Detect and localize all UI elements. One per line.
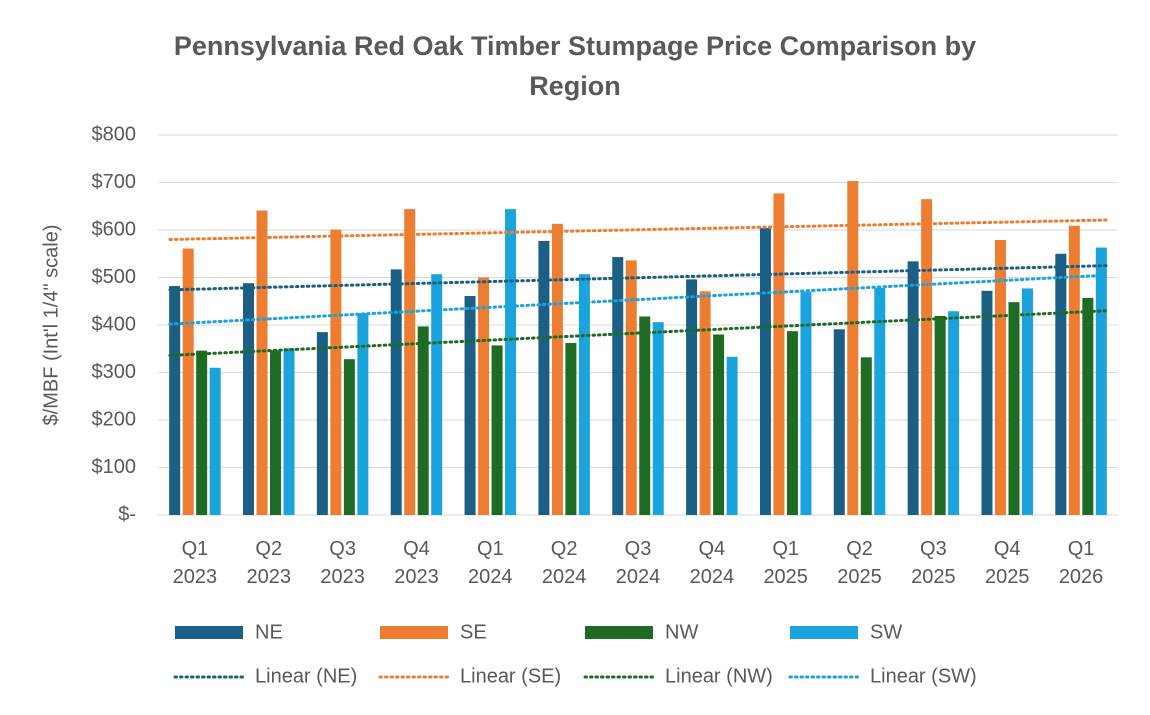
bar xyxy=(1055,253,1067,515)
bar xyxy=(1021,288,1033,515)
legend-label: NW xyxy=(665,621,698,643)
x-tick-label: Q3 2023 xyxy=(320,538,365,588)
bar xyxy=(1008,302,1020,515)
x-tick-label: Q1 2025 xyxy=(763,538,808,588)
x-tick-label: Q3 2025 xyxy=(911,538,956,588)
bar xyxy=(907,261,919,515)
legend-label: SE xyxy=(460,621,487,643)
trendline xyxy=(168,218,1108,241)
x-tick-label: Q4 2024 xyxy=(689,538,735,588)
bar xyxy=(182,248,194,515)
x-tick-label: Q1 2026 xyxy=(1058,538,1104,588)
bar xyxy=(612,257,624,515)
x-tick-label: Q4 2023 xyxy=(394,538,439,588)
bar xyxy=(625,260,637,515)
bar xyxy=(934,315,946,515)
bar xyxy=(343,359,355,515)
bar xyxy=(196,350,208,515)
y-tick-label: $800 xyxy=(92,123,137,145)
bar xyxy=(478,277,490,515)
y-tick-label: $100 xyxy=(92,456,137,478)
legend-swatch xyxy=(790,626,858,639)
bar xyxy=(847,181,859,515)
legend-label: Linear (SW) xyxy=(870,665,977,687)
legend-label: Linear (NE) xyxy=(255,665,357,687)
bar xyxy=(578,274,590,515)
bar xyxy=(713,334,725,515)
chart-title: Pennsylvania Red Oak Timber Stumpage Pri… xyxy=(173,31,977,101)
bar xyxy=(699,291,711,515)
bar xyxy=(948,311,960,515)
bar xyxy=(800,291,812,515)
y-axis-label: $/MBF (Int'l 1/4" scale) xyxy=(40,225,62,426)
bar xyxy=(921,199,933,515)
bar xyxy=(464,296,476,515)
bar xyxy=(330,229,342,515)
legend-label: Linear (NW) xyxy=(665,665,773,687)
legend-swatch xyxy=(175,626,243,639)
bar xyxy=(491,345,503,515)
bar xyxy=(243,283,255,515)
bar xyxy=(773,193,785,516)
bar xyxy=(256,210,268,515)
bar xyxy=(1082,297,1094,515)
bar xyxy=(994,239,1006,515)
legend-label: Linear (SE) xyxy=(460,665,561,687)
trendline xyxy=(168,264,1108,292)
y-tick-label: $700 xyxy=(92,171,137,193)
bar xyxy=(833,329,845,515)
x-tick-label: Q1 2024 xyxy=(468,538,513,588)
legend-label: SW xyxy=(870,621,902,643)
y-tick-label: $200 xyxy=(92,408,137,430)
bar xyxy=(270,350,282,515)
bar xyxy=(759,228,771,515)
x-tick-label: Q2 2023 xyxy=(246,538,292,588)
bar xyxy=(505,209,517,515)
bar xyxy=(417,326,429,515)
bar xyxy=(538,240,550,516)
legend-label: NE xyxy=(255,621,283,643)
bar xyxy=(209,367,221,515)
bar xyxy=(639,316,651,515)
legend-swatch xyxy=(585,626,653,639)
legend-swatch xyxy=(380,626,448,639)
bar xyxy=(431,274,443,515)
x-tick-label: Q4 2025 xyxy=(984,538,1030,588)
bar xyxy=(283,348,295,515)
bar xyxy=(874,287,886,515)
bar xyxy=(1068,225,1080,515)
bar xyxy=(565,343,577,515)
x-tick-label: Q3 2024 xyxy=(615,538,661,588)
x-tick-label: Q1 2023 xyxy=(172,538,218,588)
y-tick-label: $600 xyxy=(92,218,137,240)
x-tick-label: Q2 2025 xyxy=(837,538,882,588)
trendline xyxy=(168,309,1108,357)
bar xyxy=(860,357,872,515)
x-tick-label: Q2 2024 xyxy=(541,538,587,588)
y-tick-label: $- xyxy=(118,503,136,525)
bar xyxy=(169,286,181,515)
trendline xyxy=(168,273,1108,326)
y-tick-label: $400 xyxy=(92,313,137,335)
bar xyxy=(316,332,328,515)
bar xyxy=(981,290,993,515)
bar xyxy=(551,223,563,515)
y-tick-label: $500 xyxy=(92,266,137,288)
bar xyxy=(652,322,664,515)
bar xyxy=(390,269,402,515)
bar xyxy=(357,313,369,515)
bar xyxy=(726,356,738,515)
bar xyxy=(786,331,798,515)
bar xyxy=(1095,247,1107,515)
y-tick-label: $300 xyxy=(92,361,137,383)
bar xyxy=(404,209,416,515)
bar xyxy=(686,279,698,515)
